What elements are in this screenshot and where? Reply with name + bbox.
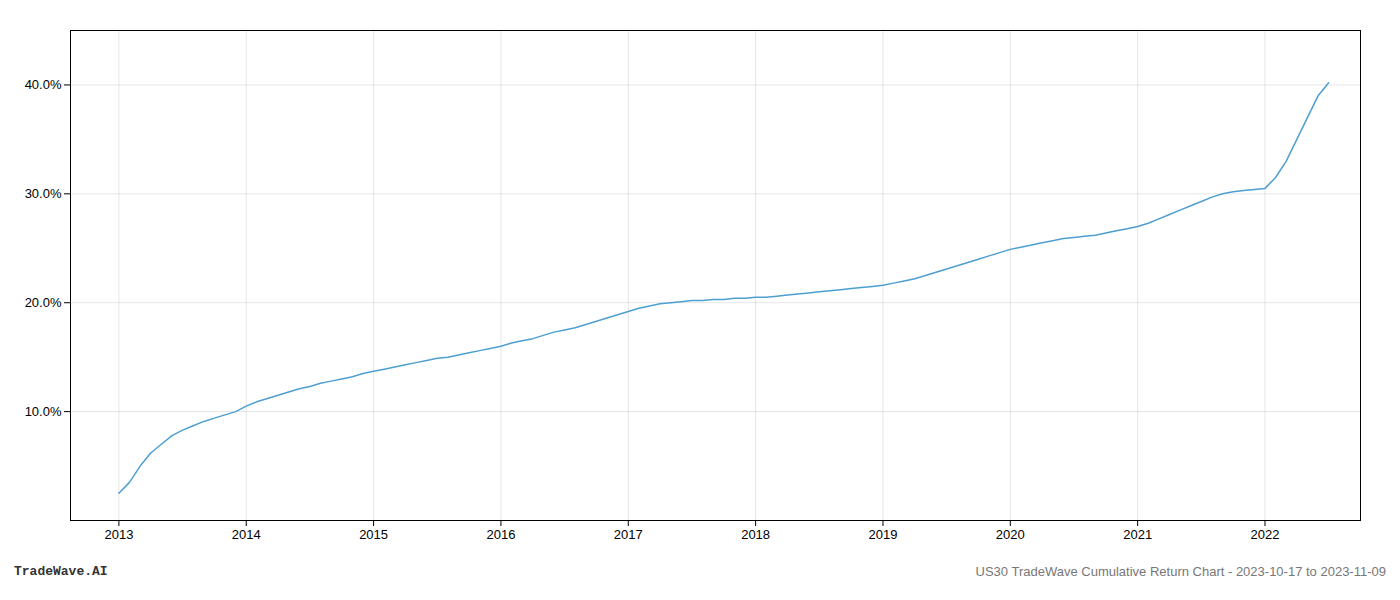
svg-text:2016: 2016 — [486, 527, 515, 542]
svg-text:2022: 2022 — [1251, 527, 1280, 542]
svg-text:2020: 2020 — [996, 527, 1025, 542]
svg-text:2019: 2019 — [868, 527, 897, 542]
html-text:US30 TradeWave Cumulative Retu: US30 TradeWave Cumulative Return Chart -… — [975, 564, 1386, 579]
svg-text:30.0%: 30.0% — [25, 186, 62, 201]
svg-text:2014: 2014 — [232, 527, 261, 542]
svg-text:2018: 2018 — [741, 527, 770, 542]
html-text:TradeWave.AI: TradeWave.AI — [14, 564, 108, 579]
svg-text:2017: 2017 — [614, 527, 643, 542]
svg-text:40.0%: 40.0% — [25, 77, 62, 92]
svg-text:20.0%: 20.0% — [25, 295, 62, 310]
svg-text:10.0%: 10.0% — [25, 404, 62, 419]
svg-text:2015: 2015 — [359, 527, 388, 542]
svg-text:2013: 2013 — [104, 527, 133, 542]
svg-text:2021: 2021 — [1123, 527, 1152, 542]
